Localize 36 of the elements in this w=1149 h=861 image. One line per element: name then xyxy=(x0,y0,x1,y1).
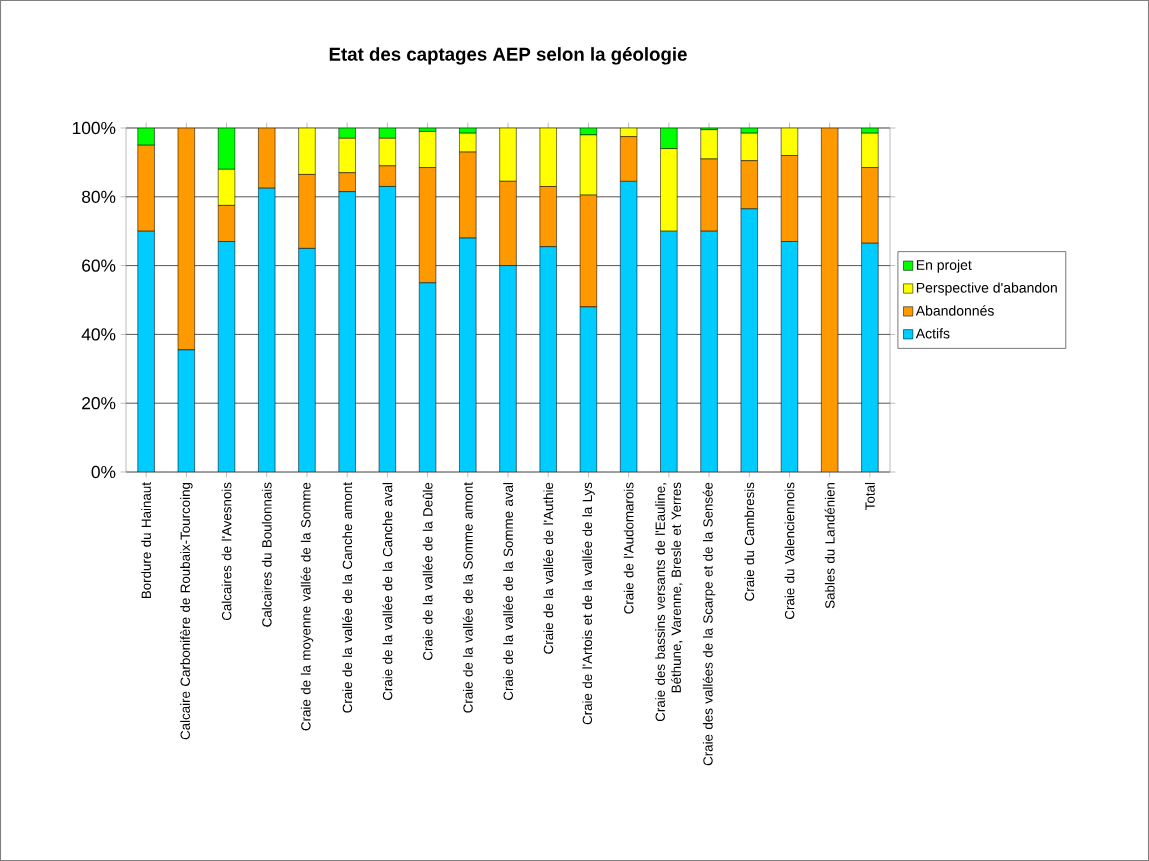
legend-label: En projet xyxy=(916,259,972,273)
legend-label: Abandonnés xyxy=(915,305,994,316)
x-tick-label: Total xyxy=(865,482,875,510)
bar xyxy=(861,132,879,168)
x-tick-label: Craie de la vallée de la Canche aval xyxy=(382,482,393,701)
x-tick-label: Craie de la vallée de la Somme amont xyxy=(462,482,473,713)
x-tick-label: Craie du Cambresis xyxy=(744,482,755,601)
x-tick-label: Craie du Valenciennois xyxy=(784,482,795,619)
bar xyxy=(338,138,356,173)
bar xyxy=(499,128,517,182)
x-tick-label: Bordure du Hainaut xyxy=(141,482,151,599)
y-tick-label: 100% xyxy=(72,121,116,135)
bar xyxy=(298,128,316,175)
x-tick-label: Sables du Landénien xyxy=(824,482,835,609)
x-tick-label: Craie de la vallée de l'Authie xyxy=(543,482,554,654)
x-tick-label: Craie de l'Audomarois xyxy=(623,482,634,614)
bar xyxy=(660,148,678,232)
legend-label: Perspective d'abandon xyxy=(916,282,1057,296)
y-tick-label: 40% xyxy=(81,328,116,341)
bar xyxy=(700,129,718,160)
y-tick-label: 0% xyxy=(91,465,116,479)
legend-label: Actifs xyxy=(915,328,950,339)
x-tick-label: Craie de la vallée de la Deûle xyxy=(422,482,433,660)
x-tick-label: Craie des bassins versants de l'Eauline, Béthune, Varenne, Bresle et Yerres xyxy=(655,482,683,722)
x-tick-label: Craie de la vallée de la Canche amont xyxy=(342,482,353,713)
x-tick-label: Craie de l'Artois et de la vallée de la Lys xyxy=(582,482,595,725)
chart-title: Etat des captages AEP selon la géologie xyxy=(329,46,687,65)
x-tick-label: Calcaires du Boulonnais xyxy=(261,482,272,627)
x-tick-label: Craie de la vallée de la Somme aval xyxy=(503,482,513,700)
y-tick-label: 60% xyxy=(82,259,116,272)
x-tick-label: Calcaires de l'Avesnois xyxy=(221,482,232,621)
x-tick-label: Craie des vallées de la Scarpe et de la Sensée xyxy=(702,482,716,766)
x-tick-label: Craie de la moyenne vallée de la Somme xyxy=(300,482,314,731)
x-tick-label: Calcaire Carbonifère de Roubaix-Tourcoing xyxy=(180,482,193,740)
y-tick-label: 80% xyxy=(82,190,116,203)
y-tick-label: 20% xyxy=(82,397,116,410)
